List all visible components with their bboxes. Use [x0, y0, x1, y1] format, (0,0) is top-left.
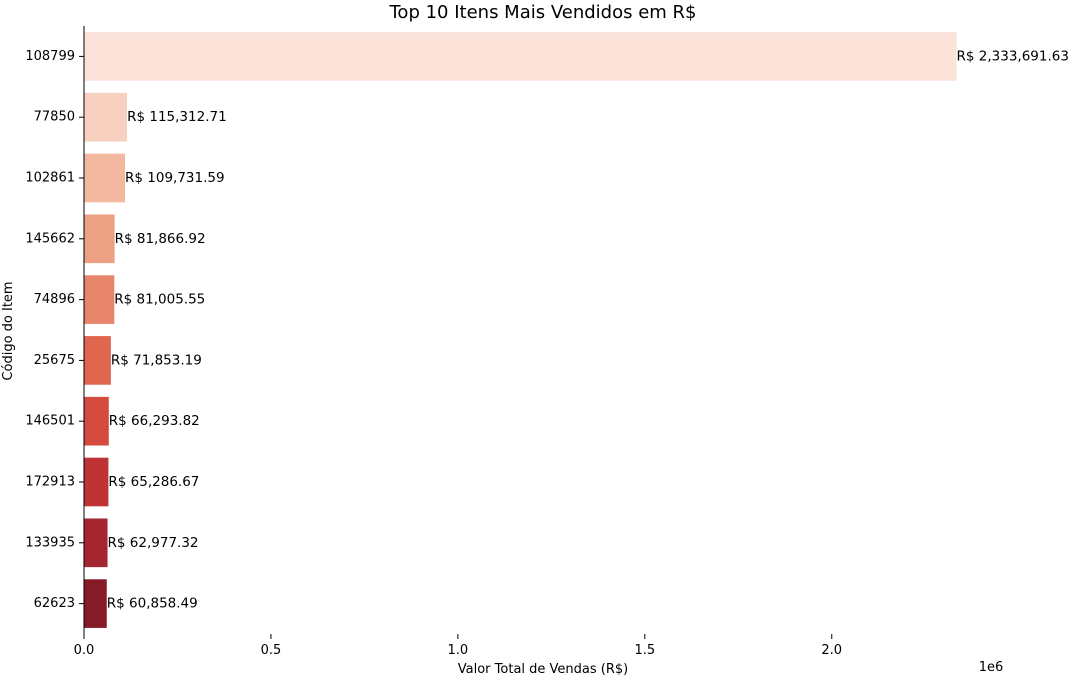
bar [84, 518, 108, 568]
y-tick-label: 108799 [25, 49, 75, 64]
x-tick-label: 1.0 [448, 643, 469, 658]
data-label: R$ 115,312.71 [127, 109, 227, 125]
bar [84, 153, 126, 203]
bar [84, 92, 128, 142]
x-axis-offset-label: 1e6 [979, 660, 1004, 675]
data-label: R$ 60,858.49 [107, 596, 198, 612]
bars-group [84, 32, 957, 628]
bar [84, 336, 111, 385]
data-label: R$ 2,333,691.63 [957, 48, 1069, 64]
data-label: R$ 65,286.67 [108, 474, 199, 490]
data-label: R$ 71,853.19 [111, 352, 202, 368]
y-axis-label: Código do Item [1, 281, 16, 380]
x-tick-label: 0.5 [261, 643, 282, 658]
x-ticks: 0.0 0.5 1.0 1.5 2.0 [74, 634, 842, 658]
x-tick-label: 2.0 [821, 643, 842, 658]
y-tick-label: 102861 [25, 171, 75, 186]
y-tick-label: 133935 [25, 535, 75, 550]
data-label: R$ 81,005.55 [114, 292, 205, 308]
data-label: R$ 62,977.32 [108, 535, 199, 551]
data-labels: R$ 2,333,691.63 R$ 115,312.71 R$ 109,731.5… [107, 48, 1069, 611]
bar [84, 457, 109, 507]
y-tick-label: 172913 [25, 475, 75, 490]
data-label: R$ 109,731.59 [125, 170, 225, 186]
x-tick-label: 0.0 [74, 643, 95, 658]
y-tick-label: 145662 [25, 231, 75, 246]
y-tick-label: 62623 [34, 596, 75, 611]
x-tick-label: 1.5 [634, 643, 655, 658]
y-tick-label: 77850 [34, 110, 75, 125]
chart-title: Top 10 Itens Mais Vendidos em R$ [389, 2, 697, 23]
y-tick-label: 146501 [25, 414, 75, 429]
x-axis-label: Valor Total de Vendas (R$) [458, 662, 628, 677]
bar [84, 32, 957, 81]
data-label: R$ 81,866.92 [115, 231, 206, 247]
bar [84, 396, 109, 446]
bar [84, 275, 115, 324]
y-tick-label: 74896 [34, 292, 75, 307]
bar [84, 579, 107, 628]
y-tick-label: 25675 [34, 353, 75, 368]
y-tick-labels: 108799 77850 102861 145662 74896 25675 146501 1… [25, 49, 84, 611]
data-label: R$ 66,293.82 [109, 413, 200, 429]
bar [84, 214, 115, 264]
